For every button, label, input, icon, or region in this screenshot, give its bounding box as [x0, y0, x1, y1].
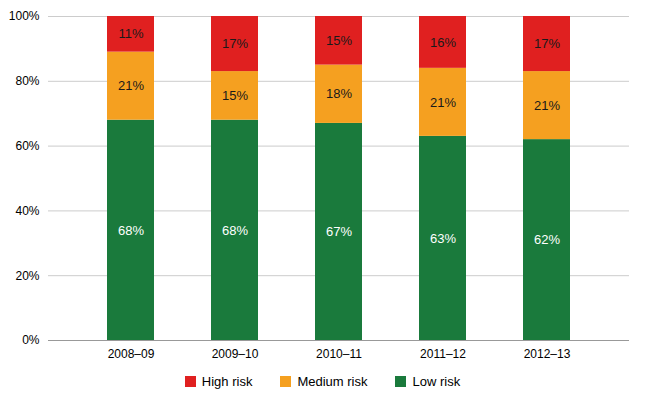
svg-text:18%: 18% [326, 86, 352, 101]
svg-text:2011–12: 2011–12 [420, 347, 466, 361]
svg-text:67%: 67% [326, 224, 352, 239]
svg-text:2009–10: 2009–10 [212, 347, 259, 361]
svg-text:68%: 68% [222, 223, 248, 238]
svg-text:21%: 21% [430, 95, 456, 110]
svg-text:62%: 62% [534, 232, 560, 247]
svg-text:2008–09: 2008–09 [108, 347, 155, 361]
svg-text:60%: 60% [15, 139, 39, 153]
svg-text:11%: 11% [118, 26, 143, 41]
svg-text:17%: 17% [534, 36, 560, 51]
svg-text:16%: 16% [430, 35, 456, 50]
svg-text:68%: 68% [118, 223, 144, 238]
svg-text:21%: 21% [118, 78, 144, 93]
svg-text:2010–11: 2010–11 [316, 347, 362, 361]
html-text:Medium risk: Medium risk [297, 374, 368, 389]
html-text:High risk: High risk [201, 374, 253, 389]
svg-text:40%: 40% [15, 204, 39, 218]
svg-text:100%: 100% [9, 9, 40, 23]
svg-text:17%: 17% [222, 36, 248, 51]
html-text:Low risk: Low risk [412, 374, 461, 389]
svg-text:63%: 63% [430, 231, 456, 246]
svg-text:80%: 80% [15, 74, 39, 88]
svg-text:21%: 21% [534, 98, 560, 113]
svg-text:15%: 15% [222, 88, 248, 103]
svg-text:20%: 20% [15, 269, 39, 283]
svg-text:0%: 0% [22, 333, 40, 347]
svg-text:15%: 15% [326, 33, 352, 48]
svg-text:2012–13: 2012–13 [524, 347, 571, 361]
